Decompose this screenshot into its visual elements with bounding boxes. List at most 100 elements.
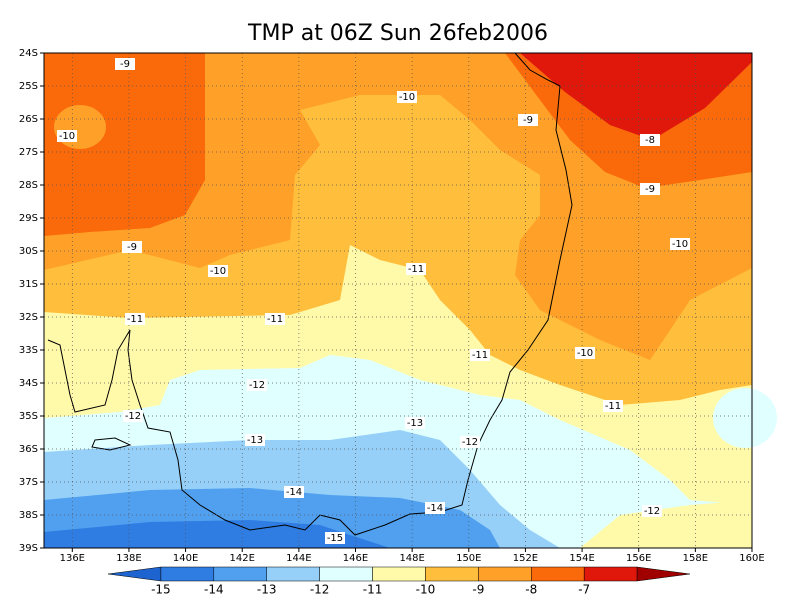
contour-label: -14 — [286, 487, 302, 498]
contour-label-box — [640, 134, 660, 146]
colorbar-swatch — [266, 566, 320, 582]
contour-label-box — [247, 379, 267, 391]
contour-label-box — [470, 349, 490, 361]
colorbar-swatch — [372, 566, 426, 582]
contour-label-box — [284, 486, 304, 498]
lat-label: 30S — [19, 246, 38, 257]
colorbar-label: -11 — [363, 583, 383, 597]
fill — [713, 388, 777, 448]
lon-label: 136E — [60, 553, 85, 564]
contour-label-box — [123, 410, 143, 422]
contour-label-box — [115, 58, 135, 70]
contour-label-box — [642, 505, 662, 517]
contour-label: -12 — [125, 411, 141, 422]
colorbar-label: -13 — [257, 583, 277, 597]
lat-label: 34S — [19, 378, 38, 389]
fill — [44, 520, 390, 548]
lon-label: 148E — [399, 553, 424, 564]
lon-label: 160E — [739, 553, 764, 564]
colorbar-swatch — [107, 566, 162, 582]
lat-label: 36S — [19, 444, 38, 455]
contour-label: -14 — [427, 503, 443, 514]
colorbar: -15 -14 -13 -12 -11 -10 -9 -8 -7 — [107, 566, 691, 597]
contour-label: -11 — [605, 401, 621, 412]
contour-label: -8 — [645, 135, 655, 146]
coastline — [91, 437, 132, 451]
colorbar-swatch — [583, 566, 638, 582]
contour-label-box — [460, 436, 480, 448]
contour-label-box — [518, 114, 538, 126]
contour-label: -10 — [577, 348, 593, 359]
fill — [54, 105, 106, 149]
colorbar-label: -15 — [151, 583, 171, 597]
lon-label: 150E — [456, 553, 481, 564]
contour-label: -11 — [472, 350, 488, 361]
lon-label: 142E — [230, 553, 255, 564]
contour-label: -10 — [210, 266, 226, 277]
contour-label-box — [575, 347, 595, 359]
colorbar-swatch — [478, 566, 532, 582]
contour-labels: -9 -10 -10 -9 -8 -9 -10 -9 -10 -11 -11 -11 -11 -10 -12… — [57, 58, 690, 544]
fill — [44, 53, 205, 236]
contour-label: -13 — [247, 435, 263, 446]
contour-label-box — [406, 263, 426, 275]
fill — [580, 500, 752, 548]
lat-label: 28S — [19, 180, 38, 191]
contour-label-box — [670, 238, 690, 250]
contour-label: -12 — [644, 506, 660, 517]
contour-label-box — [125, 313, 145, 325]
colorbar-swatch — [319, 566, 373, 582]
contour-label: -13 — [407, 418, 423, 429]
contour-label-box — [603, 400, 623, 412]
lat-label: 27S — [19, 147, 38, 158]
contour-label: -9 — [645, 184, 655, 195]
contour-label-box — [405, 417, 425, 429]
colorbar-swatch — [636, 566, 691, 582]
axis-labels: 24S 25S 26S 27S 28S 29S 30S 31S 32S 33S 34S 35S 36S 3… — [19, 48, 765, 564]
colorbar-label: -9 — [472, 583, 484, 597]
contour-label-box — [425, 502, 445, 514]
colorbar-swatch — [213, 566, 267, 582]
lat-label: 38S — [19, 510, 38, 521]
lon-label: 144E — [286, 553, 311, 564]
contour-fills — [44, 53, 777, 548]
contour-label: -11 — [267, 314, 283, 325]
title: TMP at 06Z Sun 26feb2006 — [247, 21, 548, 46]
lat-label: 32S — [19, 312, 38, 323]
contour-label-box — [208, 265, 228, 277]
contour-label-box — [325, 532, 345, 544]
colorbar-swatch — [425, 566, 479, 582]
colorbar-label: -12 — [310, 583, 330, 597]
colorbar-swatch — [531, 566, 585, 582]
contour-label: -12 — [249, 380, 265, 391]
lat-label: 35S — [19, 411, 38, 422]
fill — [520, 53, 752, 140]
coastline — [47, 52, 573, 536]
contour-label: -11 — [127, 314, 143, 325]
fill — [378, 136, 398, 160]
contour-label: -9 — [523, 115, 533, 126]
lat-label: 31S — [19, 279, 38, 290]
lat-label: 29S — [19, 213, 38, 224]
lat-label: 37S — [19, 477, 38, 488]
lon-label: 152E — [513, 553, 538, 564]
colorbar-swatch — [160, 566, 215, 582]
plot-frame — [43, 52, 753, 549]
lat-label: 25S — [19, 81, 38, 92]
contour-label-box — [640, 183, 660, 195]
lon-label: 158E — [683, 553, 708, 564]
lat-label: 39S — [19, 543, 38, 554]
lat-label: 26S — [19, 114, 38, 125]
contour-label-box — [265, 313, 285, 325]
contour-label: -10 — [59, 131, 75, 142]
contour-label: -10 — [672, 239, 688, 250]
lon-label: 138E — [116, 553, 141, 564]
contour-label: -15 — [327, 533, 343, 544]
colorbar-label: -10 — [416, 583, 436, 597]
coastline — [514, 52, 561, 87]
contour-label: -10 — [399, 92, 415, 103]
colorbar-label: -7 — [578, 583, 590, 597]
grid — [44, 53, 752, 548]
coastline — [47, 85, 573, 536]
contour-label: -11 — [408, 264, 424, 275]
